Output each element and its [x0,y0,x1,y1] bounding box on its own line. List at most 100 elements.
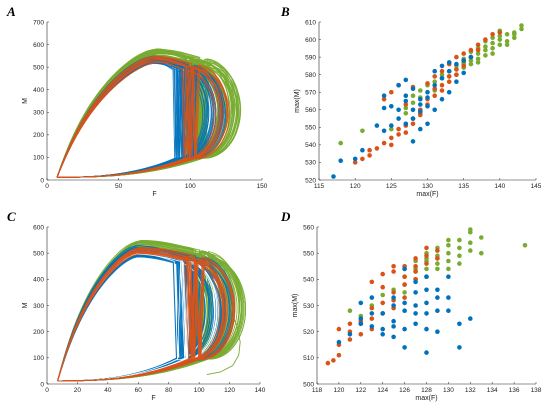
scatter-point [380,292,386,298]
panel-label: C [7,209,16,224]
scatter-point [497,33,503,39]
scatter-point [374,146,380,151]
scatter-point [468,54,474,60]
scatter-point [418,126,423,132]
scatter-point [391,334,396,340]
scatter-point [490,35,495,41]
scatter-point [454,61,459,67]
x-axis-label: max(F) [415,395,437,402]
y-tick-label: 530 [303,303,314,310]
y-tick-label: 200 [33,132,44,139]
x-tick-label: 100 [185,183,196,190]
scatter-point [439,68,445,74]
series-green [338,23,524,146]
scatter-point [468,240,473,245]
y-tick-label: 300 [33,303,44,310]
scatter-point [389,142,394,148]
x-tick-label: 130 [443,387,454,394]
x-tick-label: 120 [224,387,235,394]
y-tick-label: 590 [305,54,316,61]
scatter-point [410,93,416,98]
scatter-point [367,147,372,153]
y-tick-label: 530 [305,160,316,167]
panel-C: C 0 20 40 60 80 100 120 140 0 100 200 300 400 500 600 F M [7,209,266,402]
y-tick-label: 600 [33,224,44,231]
scatter-point [418,96,423,102]
scatter-point [454,67,459,72]
scatter-point [435,295,440,300]
scatter-point [432,93,438,98]
scatter-point [403,93,409,98]
scatter-point [439,82,445,88]
x-axis-label: max(F) [416,191,438,198]
x-tick-label: 128 [421,387,432,394]
plot-area [331,23,524,179]
y-tick-label: 600 [33,42,44,49]
x-tick-label: 50 [115,183,123,190]
scatter-point [497,42,503,48]
scatter-point [504,32,510,37]
x-tick-label: 0 [45,387,49,394]
scatter-point [475,60,481,65]
y-tick-label: 600 [305,37,316,44]
scatter-point [413,264,418,269]
scatter-point [369,279,375,285]
scatter-point [446,308,451,314]
trajectory-line [57,252,224,382]
x-tick-label: 145 [531,183,542,190]
scatter-point [483,44,488,49]
scatter-point [331,174,336,179]
scatter-point [522,243,528,248]
x-tick-label: 40 [104,387,112,394]
scatter-point [446,79,452,84]
x-tick-label: 120 [333,387,344,394]
scatter-point [358,316,364,321]
scatter-point [381,93,387,98]
x-tick-label: 140 [255,387,266,394]
scatter-point [389,123,394,128]
scatter-point [410,86,416,91]
scatter-point [490,32,495,37]
scatter-point [369,295,375,300]
scatter-point [425,121,430,127]
scatter-point [380,311,386,316]
y-tick-label: 700 [33,19,44,26]
scatter-point [381,140,387,146]
panel-label: A [6,4,16,19]
scatter-point [402,300,407,306]
scatter-point [413,321,418,327]
scatter-point [402,290,407,295]
x-tick-label: 130 [422,183,433,190]
scatter-point [402,308,407,314]
scatter-point [391,295,396,300]
y-tick-label: 570 [305,90,316,97]
scatter-point [374,123,380,128]
scatter-point [479,235,484,240]
scatter-point [432,86,438,91]
y-tick-label: 100 [33,155,44,162]
y-tick-label: 500 [303,381,314,388]
y-tick-label: 540 [303,277,314,284]
scatter-point [446,243,451,248]
scatter-point [432,68,438,74]
scatter-point [413,256,418,261]
scatter-point [336,339,342,345]
y-tick-label: 300 [33,110,44,117]
scatter-point [439,63,445,69]
scatter-point [446,258,451,264]
scatter-point [358,332,364,337]
scatter-point [347,308,353,314]
y-tick-label: 520 [305,177,316,184]
series-orange [325,245,440,366]
scatter-point [424,350,429,355]
scatter-point [446,237,451,243]
y-tick-label: 100 [33,355,44,362]
scatter-point [468,58,474,63]
scatter-point [439,96,445,102]
x-tick-label: 135 [458,183,469,190]
x-tick-label: 118 [312,387,323,394]
scatter-point [457,245,462,251]
scatter-point [391,290,396,295]
scatter-point [468,227,473,232]
x-tick-label: 100 [194,387,205,394]
